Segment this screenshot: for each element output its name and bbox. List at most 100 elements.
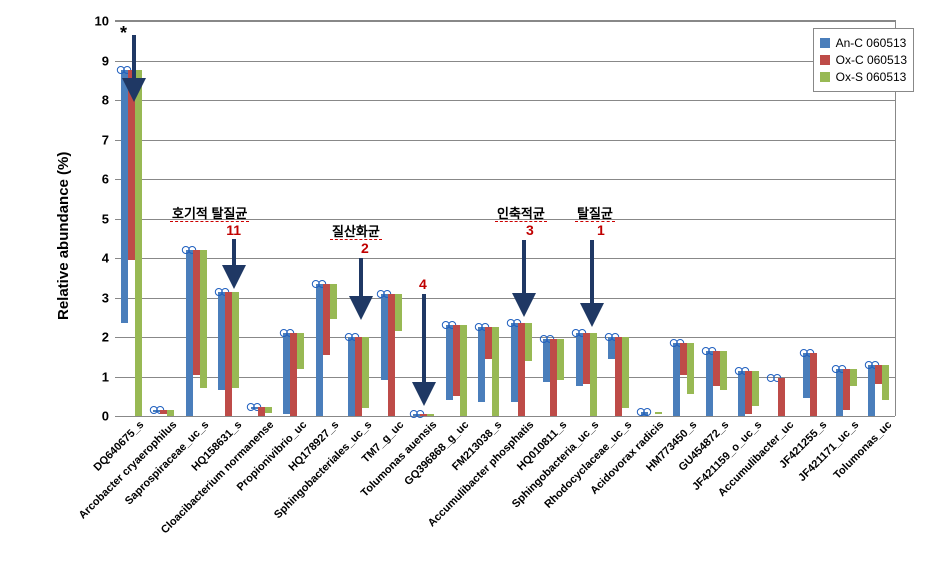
bar (316, 284, 323, 416)
y-tick-label: 7 (102, 132, 109, 147)
bar-group (543, 339, 564, 416)
bar (283, 333, 290, 414)
bar-group (706, 351, 727, 416)
marker-icon (643, 408, 651, 416)
legend-item-oxc: Ox-C 060513 (820, 53, 907, 67)
annotation-e-num: 4 (419, 276, 427, 292)
bar (622, 337, 629, 408)
bar-group (413, 414, 434, 416)
bar (511, 323, 518, 402)
bar-group (446, 325, 467, 416)
legend-swatch-anc (820, 38, 830, 48)
bar (557, 339, 564, 380)
bar (576, 333, 583, 386)
annotation-a: 호기적 탈질균 11 (170, 203, 249, 238)
bar (330, 284, 337, 320)
legend-label-anc: An-C 060513 (836, 36, 907, 50)
arrow-a (225, 239, 243, 287)
y-axis-title: Relative abundance (%) (55, 152, 72, 320)
gridline (115, 179, 895, 180)
bar (323, 284, 330, 355)
annotation-b-text: 질산화균 (330, 224, 382, 240)
annotation-b-num: 2 (348, 240, 382, 256)
y-tick-label: 1 (102, 369, 109, 384)
bar-group (186, 250, 207, 416)
bar (778, 378, 785, 416)
bar-group (153, 410, 174, 416)
arrow-b (352, 258, 370, 318)
bar (290, 333, 297, 416)
bar-group (738, 371, 759, 416)
bar-group (511, 323, 532, 416)
bar (673, 343, 680, 416)
bar (453, 325, 460, 396)
y-tick-label: 5 (102, 211, 109, 226)
bar (543, 339, 550, 382)
bar-group (608, 337, 629, 416)
bar (738, 371, 745, 416)
bar (583, 333, 590, 384)
legend-swatch-oxc (820, 55, 830, 65)
bar (687, 343, 694, 394)
legend-item-oxs: Ox-S 060513 (820, 70, 907, 84)
bar (745, 371, 752, 414)
bar (608, 337, 615, 359)
bar (413, 414, 420, 416)
annotation-a-text: 호기적 탈질균 (170, 206, 249, 222)
y-tick-label: 3 (102, 290, 109, 305)
y-tick-label: 0 (102, 409, 109, 424)
bar-group (283, 333, 304, 416)
annotation-a-num: 11 (218, 222, 249, 238)
y-tick-label: 9 (102, 53, 109, 68)
bar (348, 337, 355, 416)
bar-group (576, 333, 597, 416)
annotation-c-text: 인축적균 (495, 206, 547, 222)
bar (160, 410, 167, 414)
annotation-d-num: 1 (587, 222, 615, 238)
bar-group (641, 412, 662, 416)
legend-label-oxs: Ox-S 060513 (836, 70, 907, 84)
arrow-d (583, 240, 601, 325)
bar (193, 250, 200, 374)
legend-item-anc: An-C 060513 (820, 36, 907, 50)
bar (641, 412, 648, 416)
bar (388, 294, 395, 416)
bar (355, 337, 362, 416)
bar (258, 407, 265, 416)
bar (615, 337, 622, 416)
bar-group (348, 337, 369, 416)
bar-group (673, 343, 694, 416)
bar (868, 365, 875, 416)
gridline (115, 61, 895, 62)
bar (518, 323, 525, 416)
bar-group (251, 407, 272, 416)
bar-group (218, 292, 239, 416)
legend-label-oxc: Ox-C 060513 (836, 53, 907, 67)
bar (752, 371, 759, 407)
bar (713, 351, 720, 387)
bar-group (478, 327, 499, 416)
bar (121, 70, 128, 323)
bar (200, 250, 207, 388)
bar (395, 294, 402, 332)
bar (803, 353, 810, 398)
bar (225, 292, 232, 416)
bar (882, 365, 889, 401)
bar (525, 323, 532, 361)
bar-group (381, 294, 402, 416)
bar (460, 325, 467, 416)
bar (485, 327, 492, 359)
annotation-c: 인축적균 3 (495, 203, 547, 238)
bar (655, 412, 662, 414)
chart-container: 012345678910DQ640675_sArcobacter cryaero… (0, 0, 939, 575)
y-tick-label: 4 (102, 251, 109, 266)
arrow-first (124, 35, 144, 100)
bar (875, 365, 882, 385)
bar-group (868, 365, 889, 416)
bar (810, 353, 817, 416)
arrow-e (415, 294, 433, 404)
bar (186, 250, 193, 416)
bar (251, 407, 258, 409)
gridline (115, 21, 895, 22)
bar (381, 294, 388, 381)
